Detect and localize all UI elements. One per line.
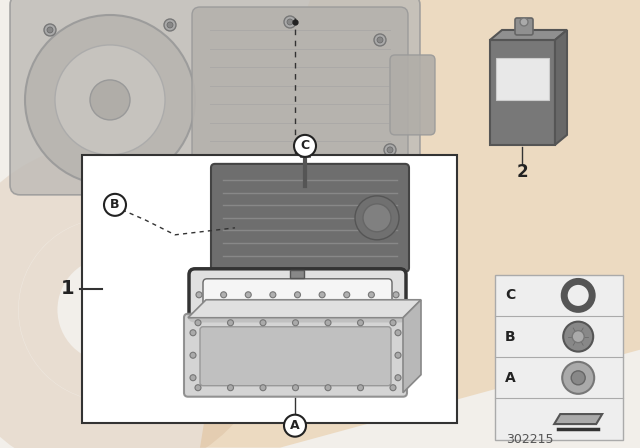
Circle shape	[374, 34, 386, 46]
Circle shape	[195, 385, 201, 391]
Circle shape	[174, 172, 186, 184]
FancyBboxPatch shape	[10, 0, 420, 195]
Circle shape	[270, 292, 276, 298]
Circle shape	[284, 16, 296, 28]
Circle shape	[369, 292, 374, 298]
Circle shape	[572, 371, 585, 385]
Circle shape	[177, 175, 183, 181]
Circle shape	[245, 292, 252, 298]
Circle shape	[190, 330, 196, 336]
Text: 302215: 302215	[506, 433, 554, 446]
Circle shape	[227, 385, 234, 391]
Circle shape	[284, 415, 306, 437]
Circle shape	[287, 19, 293, 25]
Circle shape	[387, 147, 393, 153]
Circle shape	[221, 292, 227, 298]
Polygon shape	[403, 300, 421, 393]
FancyBboxPatch shape	[390, 55, 435, 135]
Text: 2: 2	[516, 163, 528, 181]
Bar	[490, 40, 555, 145]
Circle shape	[47, 27, 53, 33]
Circle shape	[90, 80, 130, 120]
Circle shape	[377, 37, 383, 43]
Text: 1: 1	[61, 279, 75, 298]
Polygon shape	[555, 30, 567, 145]
Circle shape	[395, 330, 401, 336]
Bar	[82, 155, 457, 422]
Circle shape	[395, 375, 401, 381]
Circle shape	[167, 22, 173, 28]
Circle shape	[44, 24, 56, 36]
Circle shape	[55, 45, 165, 155]
Circle shape	[363, 204, 391, 232]
Circle shape	[164, 19, 176, 31]
Circle shape	[294, 135, 316, 157]
Circle shape	[294, 164, 306, 176]
Circle shape	[325, 385, 331, 391]
FancyBboxPatch shape	[192, 7, 408, 178]
Circle shape	[563, 322, 593, 352]
Circle shape	[358, 385, 364, 391]
Circle shape	[196, 292, 202, 298]
Circle shape	[195, 320, 201, 326]
Circle shape	[355, 196, 399, 240]
Circle shape	[325, 320, 331, 326]
Polygon shape	[200, 0, 640, 448]
Circle shape	[384, 144, 396, 156]
Bar	[496, 58, 549, 100]
Circle shape	[520, 18, 528, 26]
Circle shape	[190, 375, 196, 381]
Circle shape	[395, 352, 401, 358]
Bar	[495, 275, 623, 439]
Circle shape	[227, 320, 234, 326]
FancyBboxPatch shape	[184, 314, 407, 396]
Circle shape	[562, 362, 594, 394]
Circle shape	[297, 167, 303, 173]
Text: A: A	[505, 371, 516, 385]
Circle shape	[390, 385, 396, 391]
Circle shape	[260, 385, 266, 391]
Polygon shape	[188, 300, 421, 318]
FancyBboxPatch shape	[203, 279, 392, 311]
Circle shape	[390, 320, 396, 326]
Circle shape	[319, 292, 325, 298]
Polygon shape	[554, 414, 602, 424]
FancyBboxPatch shape	[211, 164, 409, 272]
Circle shape	[358, 320, 364, 326]
FancyBboxPatch shape	[189, 269, 406, 321]
Circle shape	[292, 385, 298, 391]
Circle shape	[190, 352, 196, 358]
Text: B: B	[505, 330, 516, 344]
Text: A: A	[290, 419, 300, 432]
Circle shape	[260, 320, 266, 326]
Text: C: C	[300, 139, 310, 152]
Circle shape	[344, 292, 349, 298]
Text: B: B	[110, 198, 120, 211]
Circle shape	[25, 15, 195, 185]
Circle shape	[294, 292, 301, 298]
Circle shape	[572, 331, 584, 343]
FancyBboxPatch shape	[200, 327, 391, 386]
FancyBboxPatch shape	[515, 18, 533, 35]
Bar	[290, 270, 304, 278]
Circle shape	[393, 292, 399, 298]
Text: C: C	[505, 289, 515, 302]
Circle shape	[104, 194, 126, 216]
Polygon shape	[490, 30, 567, 40]
Circle shape	[292, 320, 298, 326]
